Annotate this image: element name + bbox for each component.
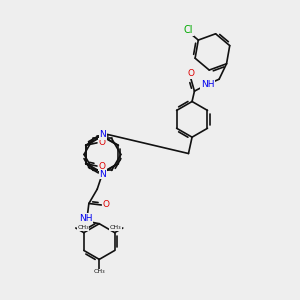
Text: O: O [98,138,105,147]
Text: O: O [188,69,194,78]
Text: Cl: Cl [183,25,193,35]
Text: O: O [103,200,110,209]
Text: CH₃: CH₃ [77,226,89,230]
Text: CH₃: CH₃ [94,269,105,274]
Text: NH: NH [201,80,214,89]
Text: NH: NH [79,214,93,223]
Text: CH₃: CH₃ [110,226,121,230]
Text: O: O [98,162,105,171]
Text: N: N [100,169,106,178]
Text: N: N [100,130,106,139]
